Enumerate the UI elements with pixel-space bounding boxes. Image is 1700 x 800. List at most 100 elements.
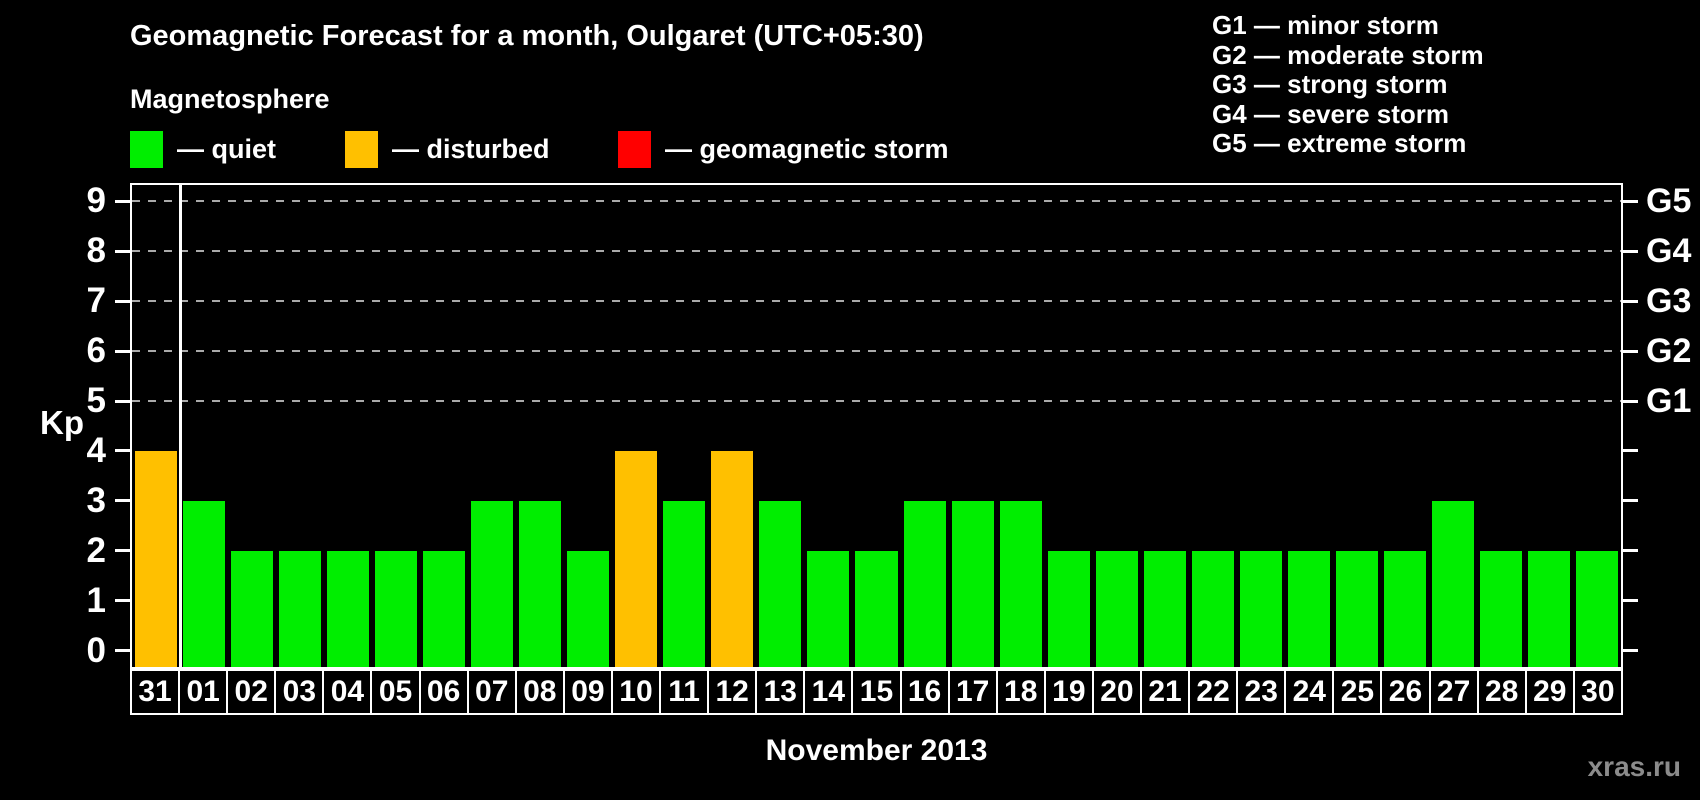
day-label-10: 10 [610, 669, 662, 715]
day-label-14: 14 [803, 669, 854, 715]
bar-column-15 [852, 185, 900, 667]
legend-item-quiet: — quiet [130, 131, 276, 168]
y-tick-left-0 [115, 649, 130, 653]
y-tick-right-7 [1623, 299, 1638, 303]
bar-day-05 [375, 550, 418, 667]
bar-column-24 [1285, 185, 1333, 667]
bar-day-15 [855, 550, 898, 667]
storm-scale-legend: G1 — minor storm G2 — moderate storm G3 — … [1212, 10, 1484, 159]
day-label-29: 29 [1524, 669, 1575, 715]
bar-day-16 [903, 500, 946, 667]
bar-column-12 [708, 185, 756, 667]
bar-column-18 [997, 185, 1045, 667]
y-tick-left-2 [115, 549, 130, 553]
y-tick-label-3: 3 [86, 480, 106, 520]
bar-column-01 [180, 185, 228, 667]
day-label-31: 31 [130, 669, 181, 715]
y-tick-label-8: 8 [86, 231, 106, 271]
day-label-18: 18 [995, 669, 1046, 715]
y-tick-label-9: 9 [86, 181, 106, 221]
bar-day-04 [327, 550, 370, 667]
gridline-kp5 [132, 400, 1621, 403]
bar-column-05 [372, 185, 420, 667]
bar-column-28 [1477, 185, 1525, 667]
y-tick-right-0 [1623, 649, 1638, 653]
bar-day-10 [615, 450, 658, 667]
storm-scale-line-g2: G2 — moderate storm [1212, 39, 1484, 70]
day-label-26: 26 [1380, 669, 1431, 715]
y-tick-right-3 [1623, 499, 1638, 503]
y-tick-left-6 [115, 349, 130, 353]
day-label-15: 15 [851, 669, 902, 715]
legend-label-quiet: — quiet [177, 134, 276, 164]
bar-column-10 [612, 185, 660, 667]
storm-scale-line-g1: G1 — minor storm [1212, 10, 1439, 40]
y-tick-left-4 [115, 449, 130, 453]
y-axis-title: Kp [40, 404, 84, 441]
day-label-23: 23 [1236, 669, 1287, 715]
bar-column-20 [1093, 185, 1141, 667]
day-label-03: 03 [274, 669, 325, 715]
g-scale-label-g1: G1 [1646, 382, 1692, 421]
y-tick-label-2: 2 [86, 530, 106, 570]
bar-day-19 [1047, 550, 1090, 667]
day-label-05: 05 [370, 669, 421, 715]
bar-day-08 [519, 500, 562, 667]
g-scale-label-g2: G2 [1646, 332, 1692, 371]
day-label-06: 06 [418, 669, 469, 715]
y-tick-label-1: 1 [86, 580, 106, 620]
legend-item-storm: — geomagnetic storm [618, 131, 949, 168]
y-tick-label-5: 5 [86, 381, 106, 421]
y-tick-right-1 [1623, 599, 1638, 603]
bar-day-13 [759, 500, 802, 667]
plot-area [130, 183, 1623, 669]
y-tick-right-5 [1623, 399, 1638, 403]
bar-column-17 [949, 185, 997, 667]
bar-column-25 [1333, 185, 1381, 667]
day-label-07: 07 [466, 669, 517, 715]
g-scale-label-g5: G5 [1646, 182, 1692, 221]
x-axis-title: November 2013 [765, 734, 988, 767]
bar-column-27 [1429, 185, 1477, 667]
day-label-28: 28 [1476, 669, 1527, 715]
day-label-12: 12 [707, 669, 758, 715]
gridline-kp8 [132, 250, 1621, 253]
day-label-04: 04 [322, 669, 373, 715]
storm-scale-line-g3: G3 — strong storm [1212, 69, 1448, 100]
x-axis-day-labels: 31 01 02 03 04 05 06 07 08 09 10 11 12 13 14 15 16 17 18 19… [130, 669, 1623, 715]
bar-day-14 [807, 550, 850, 667]
bar-day-11 [663, 500, 706, 667]
bar-day-02 [231, 550, 274, 667]
legend-swatch-disturbed [345, 131, 378, 168]
y-tick-label-7: 7 [86, 281, 106, 321]
y-tick-left-1 [115, 599, 130, 603]
bar-day-25 [1335, 550, 1378, 667]
gridlines-layer [132, 185, 1621, 667]
bar-day-03 [279, 550, 322, 667]
y-tick-right-2 [1623, 549, 1638, 553]
day-label-11: 11 [659, 669, 710, 715]
gridline-kp6 [132, 350, 1621, 353]
day-label-13: 13 [755, 669, 806, 715]
y-tick-left-7 [115, 299, 130, 303]
y-tick-right-9 [1623, 199, 1638, 203]
day-label-19: 19 [1043, 669, 1094, 715]
bar-column-08 [516, 185, 564, 667]
day-label-27: 27 [1428, 669, 1479, 715]
day-label-22: 22 [1188, 669, 1239, 715]
bar-day-30 [1575, 550, 1618, 667]
legend-label-disturbed: — disturbed [392, 134, 550, 164]
bar-column-03 [276, 185, 324, 667]
bar-day-17 [951, 500, 994, 667]
y-tick-left-5 [115, 399, 130, 403]
bar-column-16 [901, 185, 949, 667]
bar-day-21 [1143, 550, 1186, 667]
bar-day-07 [471, 500, 514, 667]
bar-column-21 [1141, 185, 1189, 667]
bar-column-19 [1045, 185, 1093, 667]
y-tick-right-8 [1623, 249, 1638, 253]
bar-column-26 [1381, 185, 1429, 667]
bar-column-31 [132, 185, 180, 667]
watermark: xras.ru [1587, 751, 1681, 782]
